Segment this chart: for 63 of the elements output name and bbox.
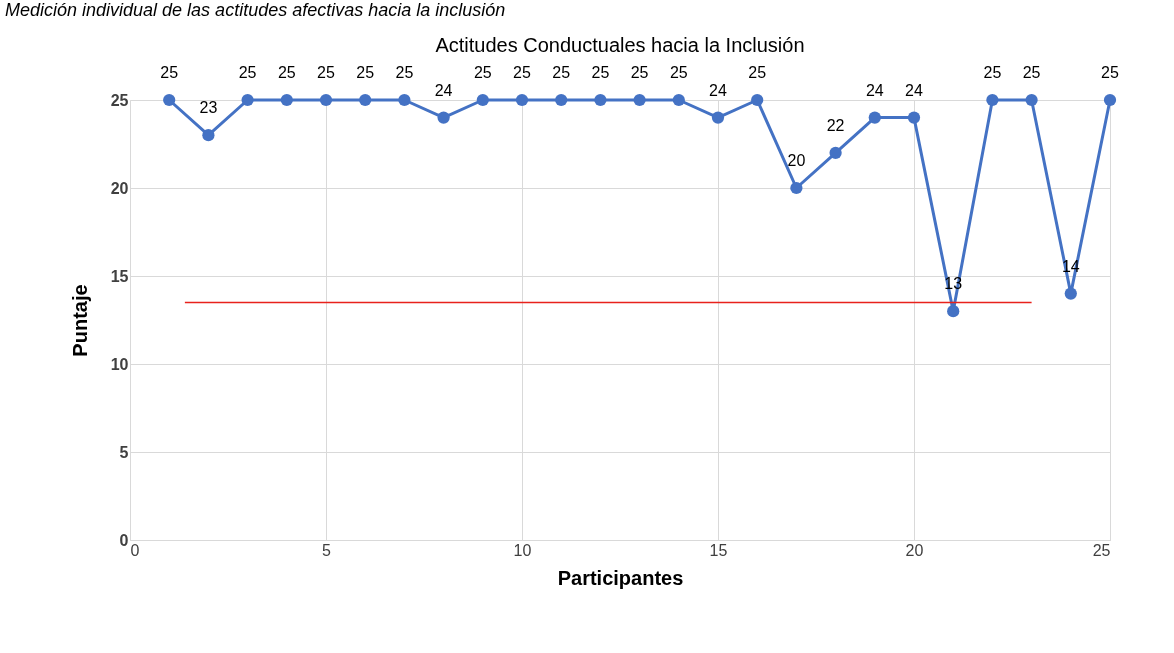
data-label: 25: [277, 64, 296, 81]
data-label: 25: [473, 64, 492, 81]
data-label: 25: [317, 64, 335, 81]
text: Medición individual de las actitudes afectivas hacia la inclusión: [5, 0, 506, 20]
data-label: 24: [905, 81, 923, 99]
point: [555, 93, 568, 107]
data-label: 24: [709, 81, 727, 99]
point: [202, 129, 215, 142]
data-label: 25: [513, 64, 531, 81]
point: [437, 111, 450, 124]
data-label: 25: [983, 64, 1002, 81]
x-tick-label: 0: [130, 541, 140, 559]
data-label: 25: [552, 64, 571, 81]
data-label: 22: [826, 116, 845, 134]
point: [515, 93, 529, 107]
y-tick-label: 20: [110, 179, 129, 197]
point: [280, 93, 293, 107]
point: [1103, 93, 1117, 107]
data-label: 24: [865, 81, 884, 99]
data-label: 25: [669, 64, 688, 81]
x-tick-label: 10: [513, 541, 532, 559]
point: [829, 146, 842, 159]
point: [241, 93, 254, 107]
data-label: 25: [1022, 64, 1041, 81]
y-tick-label: 5: [119, 443, 129, 461]
point: [986, 93, 999, 107]
data-label: 25: [1101, 64, 1119, 81]
point: [868, 111, 881, 124]
data-label: 25: [591, 64, 610, 81]
chart-title: Actitudes Conductuales hacia la Inclusión: [435, 34, 805, 56]
point: [711, 111, 725, 124]
y-axis-title: Puntaje: [68, 284, 91, 357]
x-tick-label: 25: [1092, 541, 1111, 559]
x-tick-label: 5: [322, 541, 332, 559]
y-tick-label: 15: [110, 267, 129, 285]
data-label: 25: [630, 64, 649, 81]
data-label: 20: [787, 152, 806, 169]
data-label: 25: [748, 64, 767, 81]
point: [1064, 287, 1077, 300]
point: [790, 181, 803, 195]
data-label: 25: [238, 64, 257, 81]
point: [633, 93, 646, 107]
data-label: 25: [160, 64, 179, 81]
y-tick-label: 10: [110, 355, 129, 373]
data-label: 25: [356, 64, 375, 81]
data-label: 23: [199, 99, 218, 117]
point: [907, 111, 921, 124]
point: [319, 93, 333, 107]
point: [672, 93, 685, 107]
point: [398, 93, 411, 107]
point: [947, 305, 960, 318]
point: [163, 93, 176, 107]
data-label: 25: [395, 64, 414, 81]
point: [594, 93, 607, 107]
x-tick-label: 15: [709, 541, 728, 559]
point: [476, 93, 489, 107]
point: [359, 93, 372, 107]
x-tick-label: 20: [905, 541, 924, 559]
point: [1025, 93, 1038, 107]
data-label: 24: [434, 81, 453, 99]
x-axis-title: Participantes: [557, 566, 684, 589]
y-tick-label: 25: [110, 91, 129, 109]
point: [751, 93, 764, 107]
